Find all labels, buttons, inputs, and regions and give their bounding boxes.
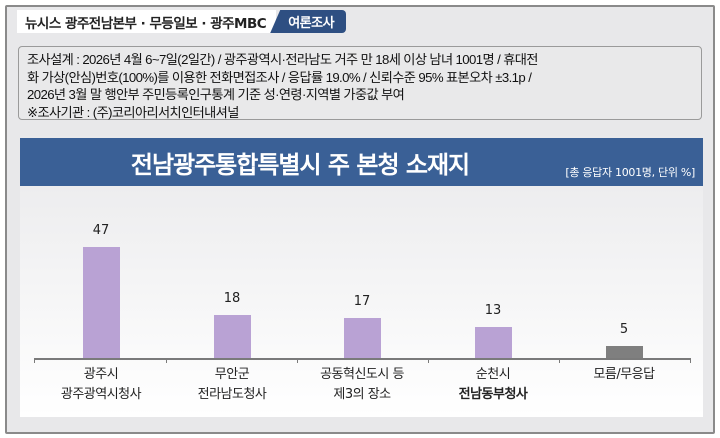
chart-title: 전남광주통합특별시 주 본청 소재지 [130, 151, 470, 179]
bar-value-label: 13 [484, 303, 502, 318]
category-label: 광주시 광주광역시청사 [60, 367, 142, 402]
bar [83, 247, 120, 358]
survey-info-line: 2026년 3월 말 행안부 주민등록인구통계 기준 성·연령·지역별 가중값 … [27, 87, 405, 102]
header: 뉴시스 광주전남본부 · 무등일보 · 광주MBC 여론조사 [17, 10, 347, 33]
survey-info-line: ※조사기관 : (주)코리아리서치인터내셔널 [27, 104, 239, 120]
survey-info-box: 조사설계 : 2026년 4월 6~7일(2일간) / 광주광역시·전라남도 거… [18, 46, 702, 120]
bar [344, 318, 381, 358]
x-axis-tick [428, 358, 429, 363]
x-axis-tick [34, 358, 35, 363]
header-tab-poll: 여론조사 [270, 10, 347, 33]
category-label: 모름/무응답 [593, 367, 655, 382]
bar-chart: 47 광주시 광주광역시청사 18 무안군 전라남도청사 17 공동혁신도시 등 제3의 장소 1… [20, 186, 703, 417]
x-axis-tick [297, 358, 298, 363]
category-label: 순천시 전남동부청사 [458, 367, 528, 402]
x-axis [34, 358, 690, 360]
category-label: 공동혁신도시 등 제3의 장소 [320, 367, 404, 402]
bar [214, 315, 251, 358]
category-label: 무안군 전라남도청사 [197, 367, 267, 402]
chart-note: [총 응답자 1001명, 단위 %] [565, 166, 695, 179]
bar-value-label: 18 [223, 291, 241, 306]
header-source: 뉴시스 광주전남본부 · 무등일보 · 광주MBC [17, 10, 277, 33]
bar [606, 346, 643, 358]
survey-info-line: 조사설계 : 2026년 4월 6~7일(2일간) / 광주광역시·전라남도 거… [27, 52, 538, 67]
survey-info-line: 화 가상(안심)번호(100%)를 이용한 전화면접조사 / 응답률 19.0%… [27, 69, 532, 85]
x-axis-tick [559, 358, 560, 363]
chart-panel: 전남광주통합특별시 주 본청 소재지 [총 응답자 1001명, 단위 %] 4… [20, 136, 703, 417]
bar [475, 327, 512, 358]
bar-value-label: 5 [619, 322, 629, 337]
chart-title-bar: 전남광주통합특별시 주 본청 소재지 [총 응답자 1001명, 단위 %] [20, 138, 703, 186]
bar-value-label: 47 [92, 223, 110, 238]
x-axis-tick [690, 358, 691, 363]
x-axis-tick [166, 358, 167, 363]
bar-value-label: 17 [353, 294, 371, 309]
